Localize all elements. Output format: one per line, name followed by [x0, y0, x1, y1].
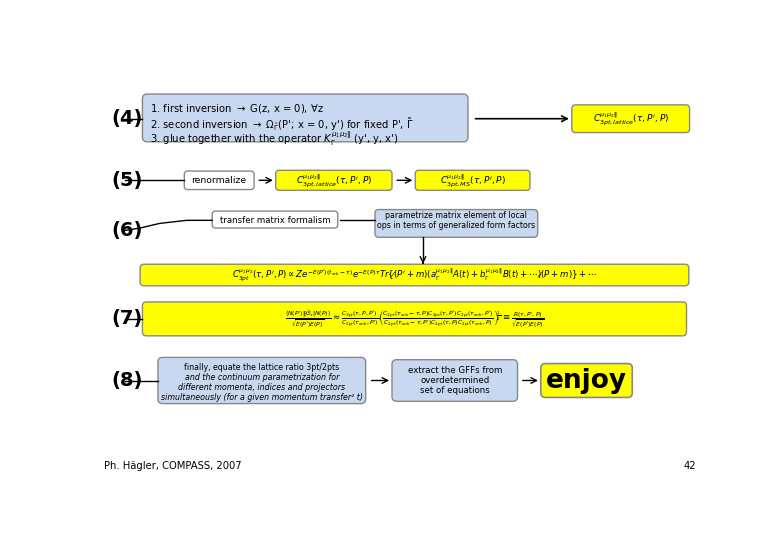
Text: different momenta, indices and projectors: different momenta, indices and projector…	[179, 383, 346, 392]
Text: transfer matrix formalism: transfer matrix formalism	[220, 216, 330, 225]
FancyBboxPatch shape	[143, 302, 686, 336]
Text: $C_{3pt}^{\mu_1\mu_2}(\tau, P', P) \propto Ze^{-E(P')(t_{snk}-\tau)}e^{-E(P)\tau: $C_{3pt}^{\mu_1\mu_2}(\tau, P', P) \prop…	[232, 266, 597, 282]
Text: finally, equate the lattice ratio 3pt/2pts: finally, equate the lattice ratio 3pt/2p…	[184, 363, 339, 372]
Text: Ph. Hägler, COMPASS, 2007: Ph. Hägler, COMPASS, 2007	[104, 461, 241, 471]
Text: $C_{3pt,lattice}^{\mu_1\mu_2\|}(\tau, P', P)$: $C_{3pt,lattice}^{\mu_1\mu_2\|}(\tau, P'…	[593, 110, 669, 127]
Text: (6): (6)	[112, 221, 143, 240]
FancyBboxPatch shape	[375, 210, 537, 237]
FancyBboxPatch shape	[143, 94, 468, 142]
Text: (4): (4)	[112, 109, 143, 128]
FancyBboxPatch shape	[140, 264, 689, 286]
Text: $\frac{\langle N(P')\|\tilde{\mathcal{O}}_\tau|N(P)\rangle}{\sqrt{E(P')E(P)}}$$\: $\frac{\langle N(P')\|\tilde{\mathcal{O}…	[285, 308, 544, 330]
Text: 42: 42	[683, 461, 696, 471]
Text: $C_{3pt,lattice}^{\mu_1\mu_2\|}(\tau, P', P)$: $C_{3pt,lattice}^{\mu_1\mu_2\|}(\tau, P'…	[296, 172, 372, 189]
Text: 3. glue together with the operator $K_{\Gamma}^{\mu_1\mu_2\|}$ (y', y, x'): 3. glue together with the operator $K_{\…	[151, 130, 399, 148]
Text: and the continuum parametrization for: and the continuum parametrization for	[185, 373, 339, 382]
Text: $C_{3pt,MS}^{\mu_1\mu_2\|}(\tau, P', P)$: $C_{3pt,MS}^{\mu_1\mu_2\|}(\tau, P', P)$	[440, 172, 505, 189]
FancyBboxPatch shape	[158, 357, 366, 403]
FancyBboxPatch shape	[541, 363, 633, 397]
Text: (7): (7)	[112, 309, 143, 328]
FancyBboxPatch shape	[212, 211, 338, 228]
Text: (8): (8)	[112, 371, 143, 390]
Text: 1. first inversion $\rightarrow$ G(z, x = 0), $\forall$z: 1. first inversion $\rightarrow$ G(z, x …	[151, 102, 324, 115]
FancyBboxPatch shape	[276, 170, 392, 190]
Text: renormalize: renormalize	[192, 176, 246, 185]
FancyBboxPatch shape	[415, 170, 530, 190]
Text: 2. second inversion $\rightarrow$ $\Omega_{\tilde{\Gamma}}$(P'; x = 0, y') for f: 2. second inversion $\rightarrow$ $\Omeg…	[151, 116, 414, 133]
Text: enjoy: enjoy	[546, 368, 627, 394]
FancyBboxPatch shape	[184, 171, 254, 190]
Text: extract the GFFs from
overdetermined
set of equations: extract the GFFs from overdetermined set…	[408, 366, 502, 395]
FancyBboxPatch shape	[572, 105, 690, 132]
Text: simultaneously (for a given momentum transfer² t): simultaneously (for a given momentum tra…	[161, 393, 363, 402]
FancyBboxPatch shape	[392, 360, 518, 401]
Text: (5): (5)	[112, 171, 143, 190]
Text: parametrize matrix element of local
ops in terms of generalized form factors: parametrize matrix element of local ops …	[378, 211, 535, 230]
